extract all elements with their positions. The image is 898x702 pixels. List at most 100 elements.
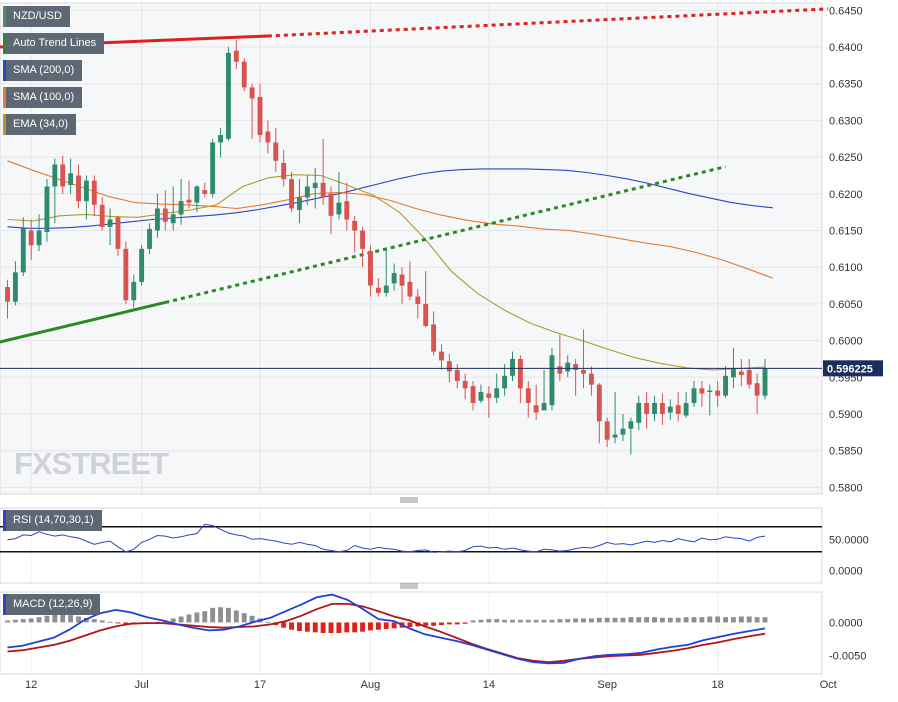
candle-body [399, 274, 405, 286]
legend-ema-34-swatch [3, 114, 6, 135]
candle [281, 149, 287, 187]
legend-sma-100[interactable]: SMA (100,0) [3, 87, 83, 108]
candle [628, 417, 634, 455]
macd-histogram-bar [241, 613, 247, 623]
candle [12, 261, 18, 306]
rsi-resize-handle[interactable] [400, 497, 418, 503]
candle-body [312, 182, 318, 188]
price-tick-label: 0.6050 [829, 299, 863, 311]
candle [178, 179, 184, 225]
candle [644, 391, 650, 429]
legend-rsi[interactable]: RSI (14,70,30,1) [3, 510, 102, 531]
legend-macd-label: MACD (12,26,9) [13, 598, 93, 610]
candle-body [549, 355, 555, 406]
legend-symbol-label: NZD/USD [13, 10, 62, 22]
x-tick-label: Oct [820, 679, 837, 691]
macd-histogram-bar [265, 621, 271, 623]
legend-ema-34[interactable]: EMA (34,0) [3, 114, 77, 135]
last-price-tag [823, 360, 883, 377]
rsi-line [7, 523, 766, 553]
candle [462, 373, 468, 400]
macd-histogram-bar [60, 613, 66, 623]
candle [91, 175, 97, 216]
legend-symbol[interactable]: NZD/USD [3, 6, 70, 27]
candle-body [502, 375, 508, 389]
candle-body [368, 251, 373, 286]
x-tick-label: 17 [254, 679, 266, 691]
candle [52, 158, 58, 224]
candle [162, 190, 168, 231]
candle-body [297, 197, 302, 210]
macd-histogram-bar [5, 620, 10, 623]
macd-line [7, 593, 766, 665]
candle [596, 383, 602, 444]
candle [652, 395, 657, 422]
candle-body [36, 230, 42, 246]
candle [265, 120, 271, 154]
macd-histogram-bar [289, 622, 295, 630]
macd-histogram-bar [233, 610, 239, 623]
x-tick-label: Sep [597, 679, 617, 691]
candle [20, 217, 26, 277]
candle [541, 369, 547, 411]
candle [549, 347, 555, 411]
macd-histogram-bar [368, 622, 373, 631]
candle [423, 270, 429, 328]
candle-body [210, 142, 216, 194]
macd-histogram-bar [612, 617, 618, 623]
candle-body [115, 217, 121, 249]
candle-body [738, 371, 744, 376]
candle [604, 417, 610, 448]
macd-histogram-bar [304, 622, 310, 632]
legend-sma-100-swatch [3, 87, 6, 108]
macd-histogram-bar [549, 619, 555, 623]
candle-body [525, 388, 531, 403]
candle-body [715, 390, 721, 396]
candle [573, 358, 579, 396]
candle-body [565, 362, 571, 372]
macd-histogram-bar [494, 619, 500, 623]
candle-body [723, 375, 728, 396]
candle [44, 179, 50, 242]
candle [76, 164, 81, 209]
candle-body [478, 391, 484, 401]
candle [139, 245, 145, 286]
candle-body [12, 272, 18, 302]
candle [494, 373, 500, 403]
candle [636, 395, 642, 431]
sma-100-line [7, 160, 774, 279]
candle-body [573, 364, 579, 370]
candle-body [652, 402, 657, 415]
candle [415, 289, 421, 319]
x-tick-label: Aug [361, 679, 381, 691]
legend-sma-200-label: SMA (200,0) [13, 64, 75, 76]
macd-histogram-bar [667, 617, 673, 623]
macd-histogram-bar [533, 619, 539, 623]
rsi-panel [0, 507, 823, 584]
legend-sma-200-swatch [3, 60, 6, 81]
candle [691, 380, 697, 407]
macd-histogram-bar [218, 607, 223, 623]
candle-body [588, 373, 594, 385]
candle [60, 155, 66, 194]
candle [115, 215, 121, 257]
legend-auto-trend-lines[interactable]: Auto Trend Lines [3, 33, 105, 54]
candle-body [407, 281, 413, 297]
candle-body [99, 204, 105, 227]
candle [131, 274, 137, 308]
candle-body [336, 202, 342, 215]
candle-body [139, 248, 145, 282]
price-panel [0, 2, 823, 495]
candle-body [76, 175, 81, 202]
macd-resize-handle[interactable] [400, 583, 418, 589]
legend-macd[interactable]: MACD (12,26,9) [3, 594, 101, 615]
rsi-tick-label: 50.0000 [829, 534, 869, 546]
candle-body [352, 220, 358, 231]
candle-body [754, 383, 760, 396]
legend-sma-200[interactable]: SMA (200,0) [3, 60, 83, 81]
candle-body [375, 287, 381, 293]
candle-body [44, 186, 50, 232]
candle [699, 380, 705, 407]
